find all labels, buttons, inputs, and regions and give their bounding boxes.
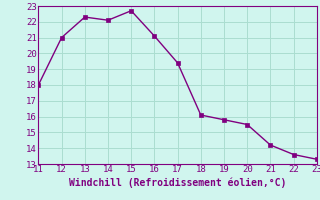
X-axis label: Windchill (Refroidissement éolien,°C): Windchill (Refroidissement éolien,°C) [69, 177, 286, 188]
